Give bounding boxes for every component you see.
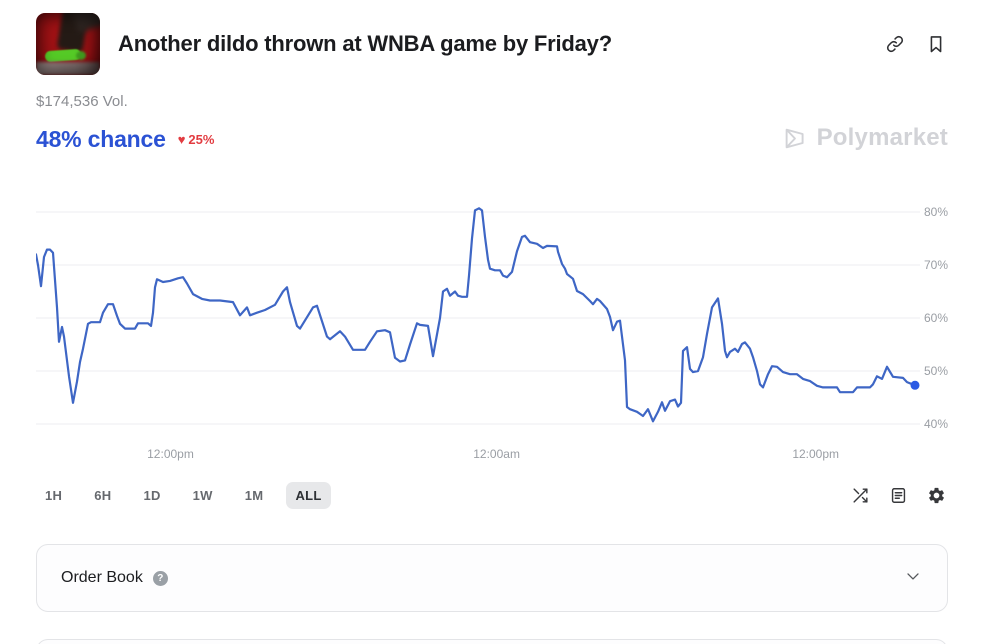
range-6h[interactable]: 6H xyxy=(85,482,120,509)
range-1d[interactable]: 1D xyxy=(134,482,169,509)
chart-controls: 1H 6H 1D 1W 1M ALL xyxy=(36,482,948,509)
volume-label: $174,536 Vol. xyxy=(36,93,128,110)
price-change: ♥ 25% xyxy=(178,132,215,147)
range-1m[interactable]: 1M xyxy=(236,482,273,509)
range-1w[interactable]: 1W xyxy=(184,482,222,509)
help-icon[interactable]: ? xyxy=(152,570,168,586)
change-percent: 25% xyxy=(188,131,215,147)
change-down-icon: ♥ xyxy=(177,131,186,147)
market-title: Another dildo thrown at WNBA game by Fri… xyxy=(118,31,612,56)
watermark-label: Polymarket xyxy=(816,124,948,151)
bookmark-icon[interactable] xyxy=(926,34,946,54)
order-book-title: Order Book xyxy=(61,569,143,586)
chance-row: 48% chance ♥ 25% Polymarket xyxy=(36,124,948,154)
range-1h[interactable]: 1H xyxy=(36,482,71,509)
price-chart[interactable]: 80% 70% 60% 50% 40% 12:00pm 12:00am 12:0… xyxy=(36,197,984,465)
y-axis-tick: 40% xyxy=(924,417,949,431)
x-axis-tick: 12:00pm xyxy=(147,447,194,461)
settings-gear-icon[interactable] xyxy=(927,486,946,505)
y-axis-tick: 60% xyxy=(924,311,949,325)
y-axis-tick: 70% xyxy=(924,258,949,272)
y-axis-tick: 80% xyxy=(924,205,949,219)
order-book-card[interactable]: Order Book ? xyxy=(36,544,948,612)
chart-canvas[interactable] xyxy=(36,197,920,443)
link-icon[interactable] xyxy=(885,34,905,54)
chance-value: 48% chance xyxy=(36,125,166,152)
range-all[interactable]: ALL xyxy=(286,482,331,509)
compare-shuffle-icon[interactable] xyxy=(851,486,870,505)
market-header: Another dildo thrown at WNBA game by Fri… xyxy=(36,0,948,75)
current-price-dot xyxy=(910,380,920,390)
x-axis-tick: 12:00am xyxy=(473,447,520,461)
news-article-icon[interactable] xyxy=(889,486,908,505)
polymarket-watermark: Polymarket xyxy=(781,124,948,152)
x-axis-tick: 12:00pm xyxy=(792,447,840,461)
range-selector: 1H 6H 1D 1W 1M ALL xyxy=(36,482,331,509)
market-thumbnail xyxy=(36,13,100,75)
next-section-card[interactable] xyxy=(36,639,948,644)
y-axis-tick: 50% xyxy=(924,364,949,378)
chevron-down-icon[interactable] xyxy=(903,566,923,591)
polymarket-logo-icon xyxy=(785,128,804,148)
